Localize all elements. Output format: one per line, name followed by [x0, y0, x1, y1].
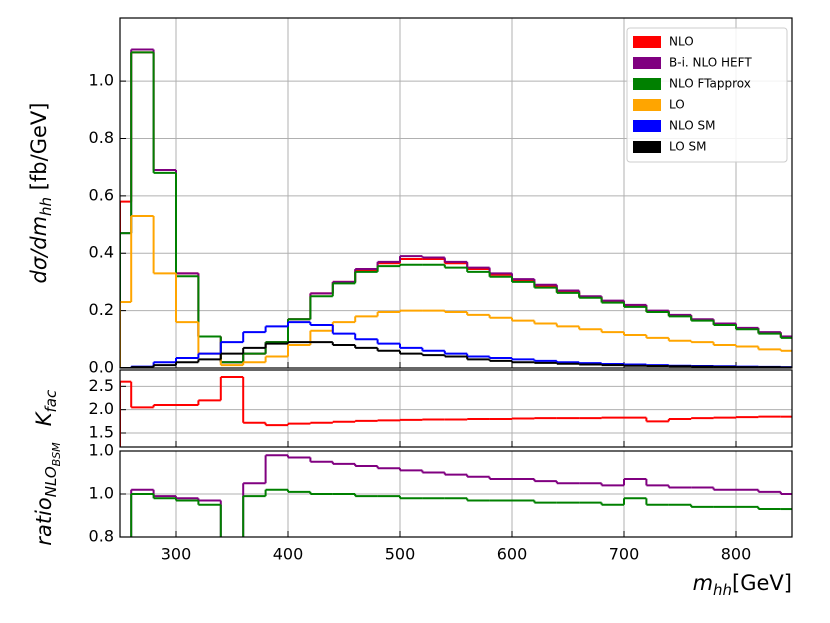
label-part: [fb/GeV]	[27, 103, 51, 197]
label-part: NLO	[42, 466, 60, 497]
y-tick-label: 0.0	[89, 358, 114, 377]
x-tick-label: 600	[497, 545, 528, 564]
y-tick-label: 2.5	[89, 376, 114, 395]
legend-swatch	[633, 57, 661, 69]
y-tick-label: 2.0	[89, 399, 114, 418]
x-tick-label: 800	[721, 545, 752, 564]
legend-label: LO	[669, 98, 685, 112]
axis-label: dσ/dmhh [fb/GeV]	[27, 103, 55, 284]
plot-area	[130, 454, 792, 537]
label-part: BSM	[50, 442, 63, 467]
legend-swatch	[633, 78, 661, 90]
x-tick-label: 500	[385, 545, 416, 564]
legend-swatch	[633, 99, 661, 111]
y-tick-label: 0.6	[89, 185, 114, 204]
label-part: ratio	[32, 497, 56, 545]
axis-label: ratioNLOBSM	[32, 442, 63, 546]
y-tick-label: 0.4	[89, 243, 114, 262]
y-tick-label: 0.8	[89, 128, 114, 147]
y-tick-label: 1.0	[89, 441, 114, 460]
y-tick-label: 1.0	[89, 71, 114, 90]
legend-label: NLO FTapprox	[669, 77, 751, 91]
label-part: K	[32, 410, 56, 426]
legend-box	[626, 27, 788, 163]
plot-area	[120, 48, 792, 368]
legend-swatch	[633, 120, 661, 132]
legend-swatch	[633, 141, 661, 153]
legend-swatch	[633, 36, 661, 48]
plot-area	[120, 376, 792, 447]
x-tick-label: 400	[273, 545, 304, 564]
axis-label: Kfac	[32, 389, 60, 426]
label-part: [GeV]	[732, 571, 792, 595]
y-tick-label: 1.5	[89, 423, 114, 442]
label-part: fac	[42, 389, 60, 412]
axes-frame	[119, 369, 793, 448]
axis-label: mhh[GeV]	[693, 571, 792, 599]
y-tick-label: 0.2	[89, 300, 114, 319]
legend-label: NLO	[669, 35, 694, 49]
x-tick-label: 300	[161, 545, 192, 564]
legend-label: NLO SM	[669, 119, 715, 133]
legend-label: B-i. NLO HEFT	[669, 56, 752, 70]
x-tick-label: 700	[609, 545, 640, 564]
label-part: hh	[713, 581, 732, 599]
legend-label: LO SM	[669, 140, 707, 154]
label-part: dσ/dm	[27, 216, 51, 284]
axes-frame	[119, 450, 793, 538]
label-part: m	[693, 571, 713, 595]
y-tick-label: 0.8	[89, 527, 114, 546]
axes-frame	[119, 17, 793, 369]
label-part: hh	[37, 197, 55, 216]
y-tick-label: 1.0	[89, 484, 114, 503]
